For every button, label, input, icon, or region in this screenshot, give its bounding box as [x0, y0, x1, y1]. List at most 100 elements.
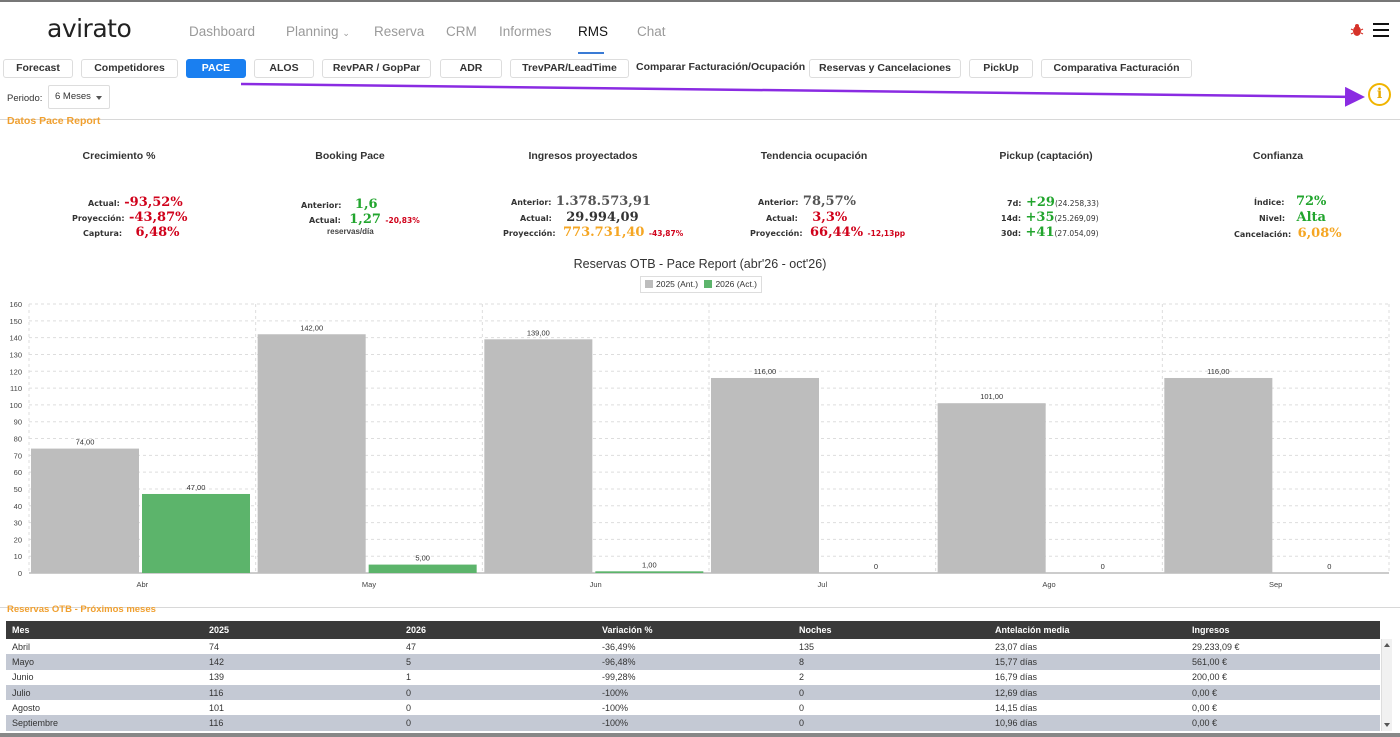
legend-item-2025[interactable]: 2025 (Ant.) [645, 279, 698, 289]
kpi-ingresos-proyeccion: Proyección: 773.731,40 -43,87% [503, 223, 683, 241]
kpi-label: Actual: [520, 214, 552, 223]
cell-antelacion: 23,07 días [995, 641, 1038, 652]
hamburger-menu-icon[interactable] [1373, 23, 1389, 37]
kpi-pickup-7d: 7d: +29(24.258,33) [1007, 193, 1099, 211]
kpi-value: 72% [1295, 194, 1327, 209]
kpi-pickup-14d: 14d: +35(25.269,09) [1001, 208, 1099, 226]
col-2026[interactable]: 2026 [400, 621, 596, 639]
legend-label: 2026 (Act.) [715, 279, 758, 289]
kpi-note: (27.054,09) [1054, 229, 1099, 238]
kpi-value: +41 [1025, 225, 1055, 240]
cell-variacion: -100% [596, 715, 793, 731]
nav-rms[interactable]: RMS [578, 24, 608, 39]
kpi-value: 6,48% [135, 225, 180, 240]
cell-2025: 101 [209, 702, 225, 713]
kpi-title: Ingresos proyectados [528, 150, 638, 162]
info-icon[interactable]: i [1368, 83, 1391, 106]
tab-trevpar-leadtime[interactable]: TrevPAR/LeadTime [510, 59, 629, 78]
kpi-confianza-cancelacion: Cancelación: 6,08% [1234, 224, 1342, 242]
col-mes[interactable]: Mes [6, 621, 203, 639]
kpi-ingresos-anterior: Anterior: 1.378.573,91 [511, 192, 651, 210]
kpi-value: 3,3% [812, 210, 848, 225]
tab-adr[interactable]: ADR [440, 59, 502, 78]
kpi-label: Anterior: [301, 201, 342, 210]
scroll-up-icon[interactable] [1384, 643, 1390, 647]
kpi-booking-unit: reservas/día [327, 227, 374, 236]
tab-alos[interactable]: ALOS [254, 59, 314, 78]
tab-revpar-gopar[interactable]: RevPAR / GopPar [322, 59, 431, 78]
nav-reserva[interactable]: Reserva [374, 24, 425, 39]
kpi-value: 29.994,09 [566, 210, 639, 225]
tab-pace[interactable]: PACE [186, 59, 246, 78]
y-tick-label: 130 [9, 350, 22, 359]
bar-value-label: 74,00 [76, 438, 95, 447]
cell-antelacion: 10,96 días [989, 715, 1186, 731]
col-variacion[interactable]: Variación % [596, 621, 793, 639]
scroll-down-icon[interactable] [1384, 723, 1390, 727]
kpi-tendencia-anterior: Anterior: 78,57% [758, 192, 856, 210]
legend-item-2026[interactable]: 2026 (Act.) [700, 279, 757, 289]
cell-2026: 0 [406, 702, 412, 713]
nav-planning[interactable]: Planning ⌄ [286, 24, 350, 39]
col-ingresos[interactable]: Ingresos [1186, 621, 1380, 639]
bar-value-label: 0 [874, 562, 878, 571]
kpi-value: 773.731,40 [563, 225, 645, 240]
tab-reservas-cancelaciones[interactable]: Reservas y Cancelaciones [809, 59, 961, 78]
tab-pickup[interactable]: PickUp [969, 59, 1033, 78]
kpi-value: +29 [1025, 195, 1055, 210]
nav-informes[interactable]: Informes [499, 24, 552, 39]
kpi-ingresos-actual: Actual: 29.994,09 [520, 208, 639, 226]
kpi-label: Actual: [309, 216, 341, 225]
bar-2025ant [484, 339, 593, 573]
kpi-diff: -43,87% [648, 229, 684, 238]
kpi-title: Pickup (captación) [999, 150, 1093, 162]
nav-chat[interactable]: Chat [637, 24, 666, 39]
bar-2026act [368, 564, 477, 573]
kpi-value: +35 [1025, 210, 1055, 225]
kpi-diff: -12,13pp [867, 229, 906, 238]
cell-mes: Abril [12, 641, 31, 652]
cell-mes: Septiembre [6, 715, 203, 731]
cell-variacion: -36,49% [602, 641, 636, 652]
table-row[interactable]: Mayo 142 5 -96,48% 8 15,77 días 561,00 € [6, 654, 1380, 670]
nav-crm[interactable]: CRM [446, 24, 477, 39]
chevron-down-icon: ⌄ [342, 28, 350, 38]
cell-2025: 116 [203, 715, 400, 731]
table-row[interactable]: Julio 116 0 -100% 0 12,69 días 0,00 € [6, 684, 1380, 701]
bar-value-label: 139,00 [527, 328, 550, 337]
kpi-value: 1.378.573,91 [555, 194, 651, 209]
cell-variacion: -100% [602, 702, 629, 713]
kpi-value: 66,44% [810, 225, 864, 240]
kpi-booking-pace: Booking Pace [240, 150, 460, 162]
table-header-row: Mes 2025 2026 Variación % Noches Antelac… [6, 621, 1380, 639]
y-tick-label: 110 [10, 384, 22, 393]
col-noches[interactable]: Noches [793, 621, 989, 639]
periodo-select[interactable]: 6 Meses [48, 85, 110, 109]
table-row[interactable]: Junio 139 1 -99,28% 2 16,79 días 200,00 … [6, 670, 1380, 685]
tab-competidores[interactable]: Competidores [81, 59, 178, 78]
tab-forecast[interactable]: Forecast [3, 59, 73, 78]
table-scrollbar[interactable] [1381, 639, 1392, 731]
cell-noches: 8 [793, 654, 989, 670]
y-tick-label: 70 [14, 451, 22, 460]
kpi-ingresos: Ingresos proyectados [473, 150, 693, 162]
cell-2025: 74 [209, 641, 220, 652]
bar-2026act [142, 493, 250, 573]
tab-comparativa-facturacion[interactable]: Comparativa Facturación [1041, 59, 1192, 78]
nav-dashboard[interactable]: Dashboard [189, 24, 256, 39]
section-divider [0, 119, 1400, 120]
bar-value-label: 142,00 [300, 323, 323, 332]
table-row[interactable]: Agosto 101 0 -100% 0 14,15 días 0,00 € [6, 700, 1380, 715]
cell-ingresos: 0,00 € [1186, 684, 1380, 701]
col-antelacion[interactable]: Antelación media [989, 621, 1186, 639]
table-row[interactable]: Septiembre 116 0 -100% 0 10,96 días 0,00… [6, 715, 1380, 731]
kpi-value: 6,08% [1297, 226, 1342, 241]
periodo-value: 6 Meses [55, 91, 91, 102]
tab-comparar-facturacion[interactable]: Comparar Facturación/Ocupación [636, 59, 805, 78]
table-row[interactable]: Abril 74 47 -36,49% 135 23,07 días 29.23… [6, 639, 1380, 654]
col-2025[interactable]: 2025 [203, 621, 400, 639]
y-tick-label: 20 [14, 535, 22, 544]
y-tick-label: 40 [14, 502, 22, 511]
bug-icon[interactable] [1350, 23, 1364, 37]
app-logo[interactable]: avirato [47, 14, 132, 43]
